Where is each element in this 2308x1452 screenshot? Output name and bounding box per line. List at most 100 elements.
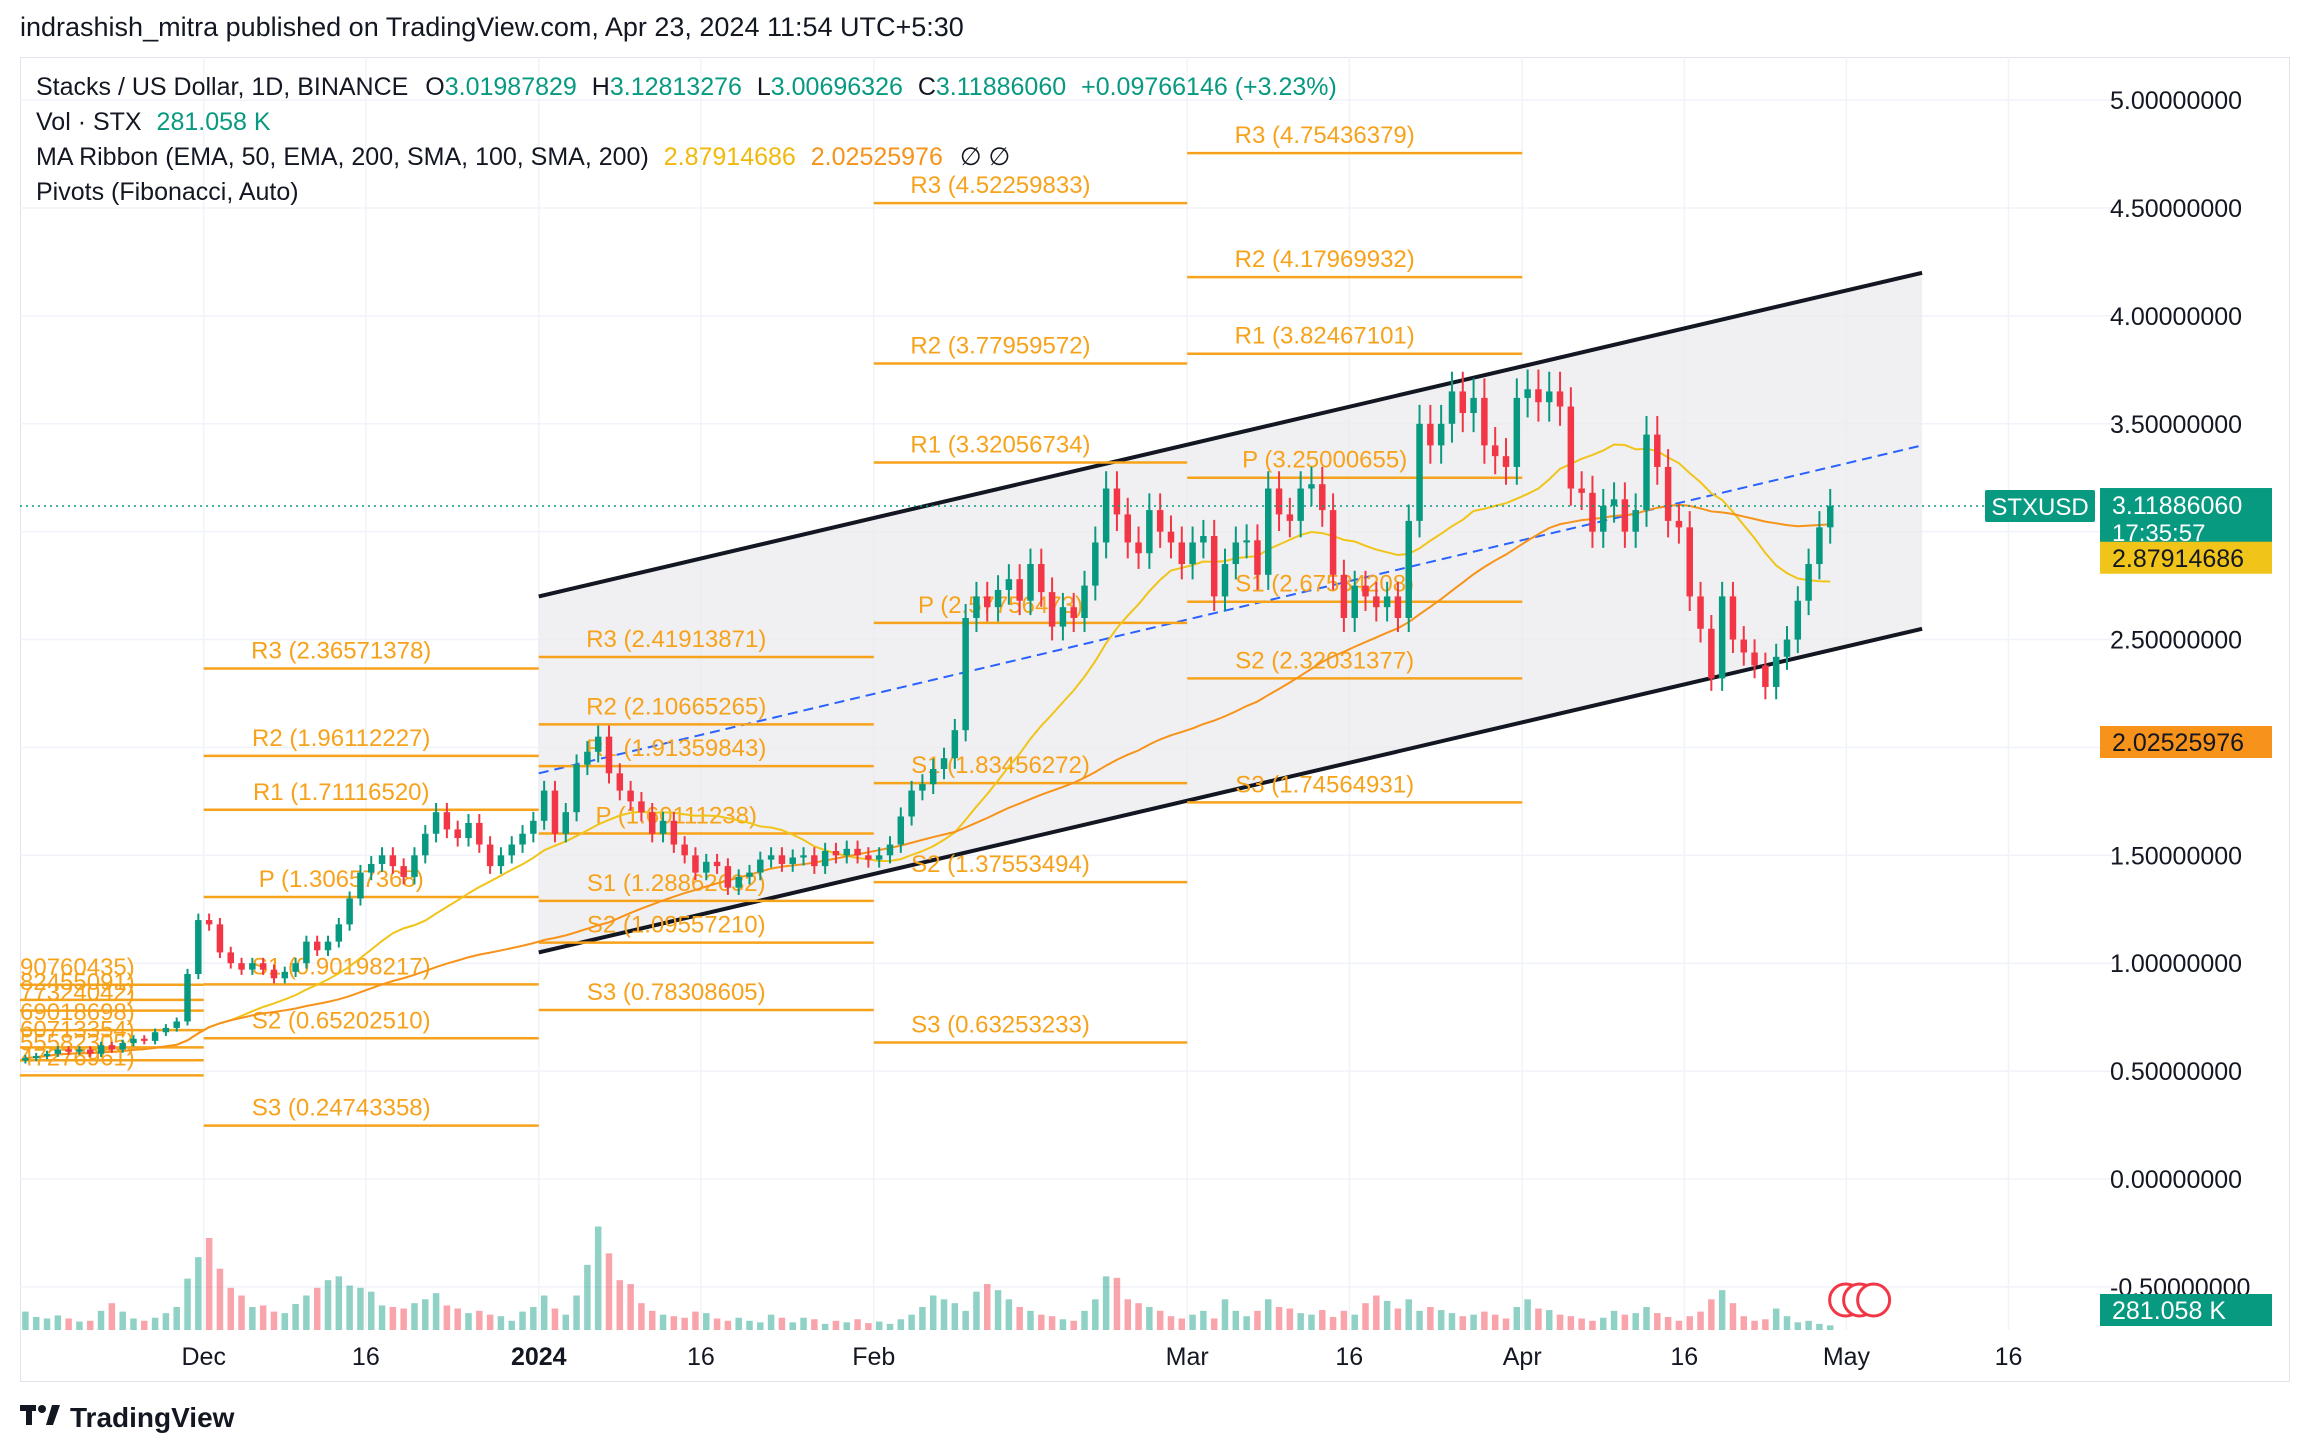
candle-body[interactable] xyxy=(1502,456,1510,467)
candle-body[interactable] xyxy=(1178,542,1186,565)
candle-body[interactable] xyxy=(1156,510,1164,532)
candle-body[interactable] xyxy=(357,872,364,899)
candle-body[interactable] xyxy=(908,790,915,817)
candle-body[interactable] xyxy=(411,855,418,877)
candle-body[interactable] xyxy=(313,941,321,951)
candle-body[interactable] xyxy=(573,764,580,813)
candle-body[interactable] xyxy=(508,844,515,856)
candle-body[interactable] xyxy=(367,863,375,873)
candle-body[interactable] xyxy=(151,1032,159,1041)
candle-body[interactable] xyxy=(692,855,699,873)
candle-body[interactable] xyxy=(1740,639,1748,653)
candle-body[interactable] xyxy=(422,833,429,856)
candle-body[interactable] xyxy=(735,876,742,888)
candle-body[interactable] xyxy=(1405,520,1412,618)
candle-body[interactable] xyxy=(1772,656,1780,688)
candle-body[interactable] xyxy=(757,859,764,873)
candle-body[interactable] xyxy=(249,963,256,970)
candle-body[interactable] xyxy=(1102,488,1110,543)
candle-body[interactable] xyxy=(1189,542,1196,565)
candle-body[interactable] xyxy=(1437,423,1445,446)
candle-body[interactable] xyxy=(832,851,840,856)
candle-body[interactable] xyxy=(1038,564,1045,593)
candle-body[interactable] xyxy=(162,1027,170,1033)
candle-body[interactable] xyxy=(1275,488,1283,515)
candle-body[interactable] xyxy=(530,820,537,834)
candle-body[interactable] xyxy=(1048,592,1056,627)
candle-body[interactable] xyxy=(400,866,407,877)
candle-body[interactable] xyxy=(87,1049,94,1054)
candle-body[interactable] xyxy=(1070,607,1077,618)
candle-body[interactable] xyxy=(1005,579,1013,590)
candle-body[interactable] xyxy=(1232,542,1240,565)
candle-body[interactable] xyxy=(865,855,872,860)
tradingview-logo[interactable]: TradingView xyxy=(20,1402,234,1434)
candle-body[interactable] xyxy=(1113,488,1121,515)
candle-body[interactable] xyxy=(1243,540,1250,543)
candle-body[interactable] xyxy=(43,1053,51,1056)
candle-body[interactable] xyxy=(1351,585,1358,618)
candle-body[interactable] xyxy=(1675,520,1683,528)
candle-body[interactable] xyxy=(1805,564,1812,601)
candle-body[interactable] xyxy=(1427,423,1434,446)
candle-body[interactable] xyxy=(919,784,926,791)
candle-body[interactable] xyxy=(497,855,505,867)
candle-body[interactable] xyxy=(303,941,310,964)
ma-badge-1[interactable] xyxy=(2100,541,2272,574)
candle-body[interactable] xyxy=(1794,600,1802,640)
candle-body[interactable] xyxy=(584,751,591,765)
candle-body[interactable] xyxy=(1146,510,1153,554)
candle-body[interactable] xyxy=(1664,466,1672,521)
candle-body[interactable] xyxy=(1221,564,1229,597)
candle-body[interactable] xyxy=(1708,628,1715,679)
candle-body[interactable] xyxy=(1329,510,1337,575)
candle-body[interactable] xyxy=(562,812,570,834)
candle-body[interactable] xyxy=(681,844,688,856)
candle-body[interactable] xyxy=(22,1058,29,1061)
candle-body[interactable] xyxy=(1210,535,1218,597)
candle-body[interactable] xyxy=(659,820,667,834)
candle-body[interactable] xyxy=(119,1043,126,1050)
channel-upper-line[interactable] xyxy=(538,270,1923,599)
candle-body[interactable] xyxy=(54,1049,62,1054)
legend-volume-row[interactable]: Vol · STX 281.058 K xyxy=(36,105,1337,140)
candle-body[interactable] xyxy=(929,769,937,785)
candle-body[interactable] xyxy=(1513,397,1521,467)
candle-body[interactable] xyxy=(973,596,980,618)
volume-badge[interactable] xyxy=(2100,1294,2272,1326)
candle-body[interactable] xyxy=(605,736,613,774)
candle-body[interactable] xyxy=(1481,397,1488,446)
economic-event-icon[interactable] xyxy=(1856,1282,1892,1318)
candle-body[interactable] xyxy=(173,1021,180,1028)
channel-midline[interactable] xyxy=(538,444,1923,775)
candle-body[interactable] xyxy=(346,898,353,925)
candle-body[interactable] xyxy=(1697,596,1704,629)
candle-body[interactable] xyxy=(292,963,299,972)
candle-body[interactable] xyxy=(1394,596,1402,618)
candle-body[interactable] xyxy=(1470,397,1477,414)
candle-body[interactable] xyxy=(811,855,818,867)
candle-body[interactable] xyxy=(703,861,710,873)
candle-body[interactable] xyxy=(843,848,850,856)
candle-body[interactable] xyxy=(1254,540,1261,575)
candle-body[interactable] xyxy=(1621,499,1629,532)
candle-body[interactable] xyxy=(1286,514,1294,521)
candle-body[interactable] xyxy=(1783,639,1791,657)
candle-body[interactable] xyxy=(389,855,397,867)
candle-body[interactable] xyxy=(1167,531,1175,543)
candle-body[interactable] xyxy=(1654,434,1661,467)
candle-body[interactable] xyxy=(1297,488,1304,521)
candle-body[interactable] xyxy=(962,617,969,731)
candle-body[interactable] xyxy=(486,844,494,867)
candle-body[interactable] xyxy=(994,589,1002,608)
candle-body[interactable] xyxy=(32,1055,40,1059)
candle-body[interactable] xyxy=(141,1038,148,1041)
candle-body[interactable] xyxy=(324,941,332,951)
candle-body[interactable] xyxy=(443,812,451,830)
candle-body[interactable] xyxy=(519,833,526,845)
ma-fast-line[interactable] xyxy=(25,443,1831,1060)
candle-body[interactable] xyxy=(1686,527,1693,597)
candle-body[interactable] xyxy=(648,812,656,834)
candle-body[interactable] xyxy=(1826,505,1834,528)
